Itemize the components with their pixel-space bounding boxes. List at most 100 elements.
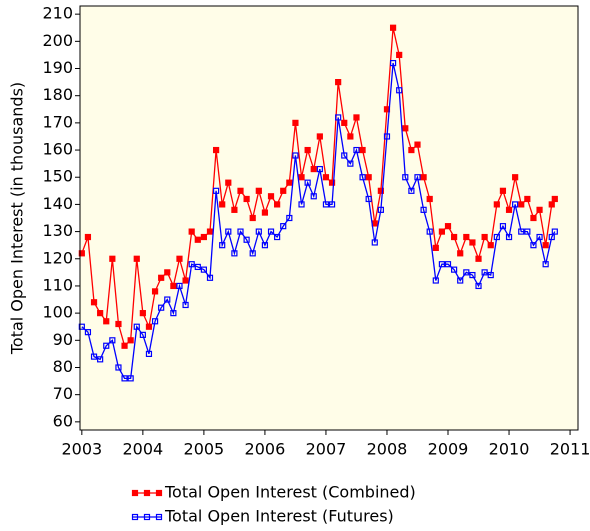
marker xyxy=(139,310,146,317)
marker xyxy=(469,271,476,279)
marker xyxy=(548,201,555,208)
marker xyxy=(97,356,104,363)
marker xyxy=(353,146,360,154)
marker xyxy=(542,242,549,249)
marker xyxy=(176,255,183,262)
marker xyxy=(414,141,421,148)
marker xyxy=(542,261,549,268)
marker xyxy=(551,228,558,235)
marker xyxy=(487,271,494,279)
x-tick-label: 2004 xyxy=(123,440,164,459)
legend-marker xyxy=(131,513,139,521)
marker xyxy=(420,174,427,181)
legend-marker xyxy=(143,489,151,497)
marker xyxy=(219,242,226,249)
x-tick-label: 2009 xyxy=(428,440,469,459)
marker xyxy=(225,228,232,235)
plot-area xyxy=(80,6,578,430)
marker xyxy=(310,165,317,173)
marker xyxy=(499,223,507,230)
marker xyxy=(231,206,238,213)
marker xyxy=(286,214,293,222)
y-tick-label: 120 xyxy=(42,248,73,267)
marker xyxy=(176,282,183,290)
marker xyxy=(200,266,207,273)
marker xyxy=(121,375,128,382)
marker xyxy=(255,228,262,235)
marker xyxy=(438,261,446,268)
marker xyxy=(530,214,537,222)
marker xyxy=(353,114,360,121)
marker xyxy=(274,233,281,241)
marker xyxy=(310,193,317,200)
x-tick-label: 2010 xyxy=(489,440,530,459)
marker xyxy=(280,223,287,230)
marker xyxy=(188,261,195,268)
marker xyxy=(212,146,220,154)
y-tick-label: 180 xyxy=(42,85,73,104)
marker xyxy=(151,288,159,295)
marker xyxy=(451,233,458,241)
x-tick-label: 2006 xyxy=(245,440,286,459)
y-tick-label: 160 xyxy=(42,140,73,159)
marker xyxy=(322,201,330,208)
x-tick-label: 2003 xyxy=(61,440,102,459)
marker xyxy=(414,174,421,181)
marker xyxy=(451,266,458,273)
marker xyxy=(359,174,366,181)
marker xyxy=(188,228,195,235)
marker xyxy=(267,193,275,200)
marker xyxy=(438,228,446,235)
marker xyxy=(109,337,116,344)
legend-label: Total Open Interest (Combined) xyxy=(164,483,416,502)
marker xyxy=(249,250,256,257)
marker xyxy=(408,187,415,194)
marker xyxy=(536,206,543,213)
marker xyxy=(170,282,177,290)
marker xyxy=(365,195,372,203)
marker xyxy=(158,274,165,281)
marker xyxy=(396,87,403,94)
marker xyxy=(499,187,507,194)
y-tick-label: 70 xyxy=(53,384,73,403)
marker xyxy=(389,59,397,67)
y-tick-label: 130 xyxy=(42,221,73,240)
marker xyxy=(347,160,354,167)
marker xyxy=(90,299,98,306)
marker xyxy=(109,255,116,262)
legend-marker xyxy=(143,513,151,521)
y-tick-label: 100 xyxy=(42,303,73,322)
marker xyxy=(505,233,513,241)
marker xyxy=(151,318,159,325)
series-line xyxy=(81,62,556,380)
y-axis-label: Total Open Interest (in thousands) xyxy=(8,82,27,355)
marker xyxy=(145,350,153,357)
marker xyxy=(457,277,464,284)
marker xyxy=(261,209,269,216)
legend-marker xyxy=(131,489,139,497)
marker xyxy=(493,201,500,208)
marker xyxy=(164,269,171,276)
marker xyxy=(316,133,323,140)
marker xyxy=(475,282,482,290)
marker xyxy=(377,187,384,194)
legend-label: Total Open Interest (Futures) xyxy=(164,507,394,526)
marker xyxy=(518,228,525,235)
marker xyxy=(194,236,201,243)
marker xyxy=(335,114,342,121)
marker xyxy=(487,242,494,249)
marker xyxy=(182,277,189,284)
marker xyxy=(335,79,342,86)
marker xyxy=(255,187,262,194)
y-tick-label: 150 xyxy=(42,167,73,186)
marker xyxy=(365,174,372,181)
marker xyxy=(78,250,85,257)
marker xyxy=(426,228,433,235)
marker xyxy=(219,201,226,208)
marker xyxy=(133,323,140,330)
marker xyxy=(206,228,214,235)
legend-marker xyxy=(155,489,163,497)
marker xyxy=(316,165,323,173)
legend-marker xyxy=(155,513,163,521)
marker xyxy=(115,320,122,328)
